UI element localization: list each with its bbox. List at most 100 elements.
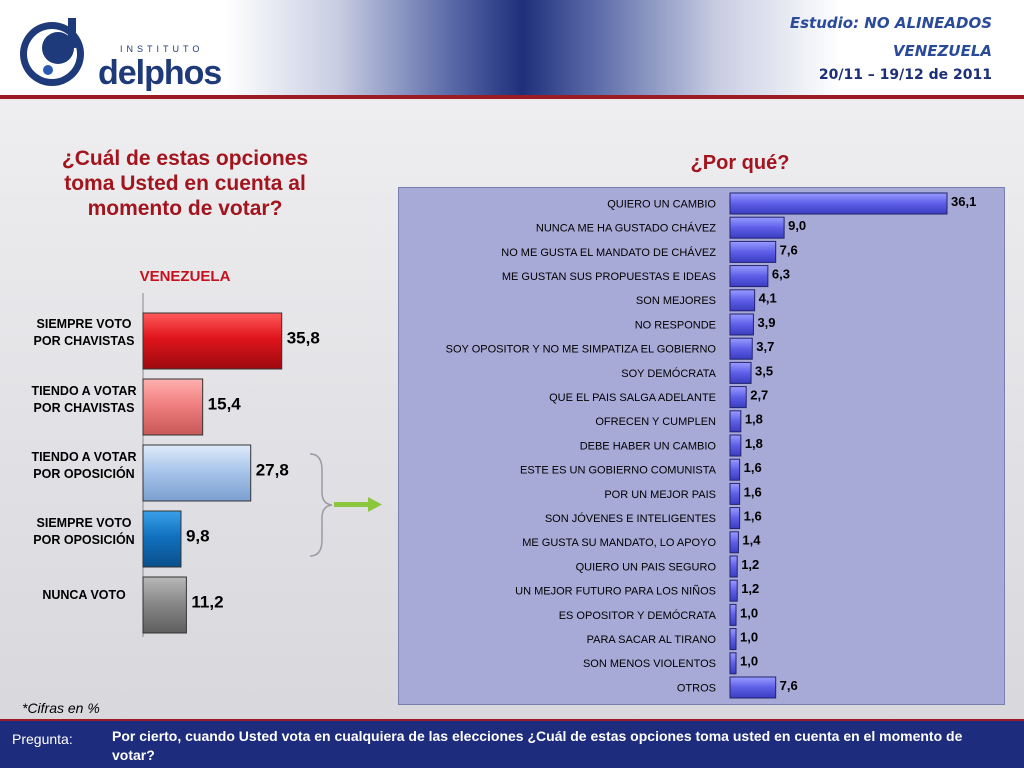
question-footer: Pregunta: Por cierto, cuando Usted vota … [0, 719, 1024, 768]
right-bar [729, 458, 741, 481]
left-category-label: TIENDO A VOTAR POR CHAVISTAS [31, 384, 137, 415]
right-category-label: QUE EL PAIS SALGA ADELANTE [549, 392, 716, 404]
left-bar [142, 444, 252, 502]
right-bar [729, 603, 737, 626]
right-bar [729, 555, 738, 578]
right-chart-panel [398, 187, 1005, 705]
right-bar [729, 507, 741, 530]
study-title: Estudio: NO ALINEADOS [789, 14, 992, 32]
right-bar-value-label: 1,2 [741, 581, 759, 596]
right-bar-value-label: 1,8 [745, 436, 763, 451]
right-bar-value-label: 36,1 [951, 194, 976, 209]
right-category-label: UN MEJOR FUTURO PARA LOS NIÑOS [515, 585, 716, 598]
right-category-label: OFRECEN Y CUMPLEN [595, 416, 716, 428]
right-bar [729, 265, 769, 288]
left-category-label: SIEMPRE VOTO POR CHAVISTAS [33, 317, 135, 348]
left-chart-subtitle: VENEZUELA [139, 268, 231, 285]
right-category-label: ME GUSTA SU MANDATO, LO APOYO [522, 537, 716, 549]
right-bar-value-label: 1,0 [740, 654, 758, 669]
right-bar-value-label: 1,4 [742, 533, 761, 548]
right-category-label: DEBE HABER UN CAMBIO [580, 440, 717, 452]
left-chart-title: ¿Cuál de estas opciones toma Usted en cu… [61, 147, 309, 220]
logo-mark-icon [20, 18, 84, 86]
question-label: Pregunta: [12, 731, 73, 747]
delphos-logo: INSTITUTO delphos [16, 14, 226, 92]
right-bar [729, 289, 756, 312]
right-bar [729, 192, 948, 215]
logo-subtitle: INSTITUTO [120, 44, 204, 54]
right-bar-value-label: 1,6 [744, 509, 762, 524]
right-bar [729, 652, 737, 675]
study-dates: 20/11 – 19/12 de 2011 [818, 67, 992, 83]
left-bar [142, 312, 283, 370]
right-bar [729, 434, 742, 457]
right-bar-value-label: 2,7 [750, 388, 768, 403]
right-chart-title: ¿Por qué? [690, 152, 790, 174]
figures-note: *Cifras en % [22, 700, 100, 716]
right-category-label: SOY OPOSITOR Y NO ME SIMPATIZA EL GOBIER… [446, 344, 717, 356]
left-bar [142, 378, 204, 436]
right-category-label: ES OPOSITOR Y DEMÓCRATA [559, 609, 717, 622]
right-bar-value-label: 3,9 [757, 315, 775, 330]
right-bar [729, 482, 741, 505]
right-bar-value-label: 3,7 [756, 339, 774, 354]
right-category-label: NUNCA ME HA GUSTADO CHÁVEZ [536, 222, 716, 235]
right-category-label: POR UN MEJOR PAIS [604, 489, 716, 501]
right-bar [729, 361, 752, 384]
right-bar-value-label: 1,0 [740, 630, 758, 645]
right-category-label: NO ME GUSTA EL MANDATO DE CHÁVEZ [501, 246, 716, 259]
right-bar [729, 676, 777, 699]
right-bar [729, 313, 754, 336]
right-bar-value-label: 1,2 [741, 557, 759, 572]
right-bar [729, 531, 739, 554]
right-category-label: SON MENOS VIOLENTOS [583, 658, 716, 670]
right-category-label: SON JÓVENES E INTELIGENTES [545, 512, 716, 525]
brace-icon [309, 453, 333, 557]
right-bar [729, 337, 753, 360]
right-category-label: OTROS [677, 682, 716, 694]
right-bar [729, 240, 777, 263]
left-bar-chart: 35,8 15,4 27,8 9,8 11,2 [142, 293, 320, 637]
left-category-label: SIEMPRE VOTO POR OPOSICIÓN [33, 516, 135, 547]
right-bar [729, 410, 742, 433]
right-category-label: SOY DEMÓCRATA [621, 367, 716, 380]
right-category-label: NO RESPONDE [635, 319, 716, 331]
right-bar-value-label: 9,0 [788, 218, 806, 233]
right-category-label: ESTE ES UN GOBIERNO COMUNISTA [520, 465, 717, 477]
right-bar-value-label: 7,6 [780, 242, 798, 257]
right-bar-value-label: 1,8 [745, 412, 763, 427]
left-bar-value-label: 27,8 [256, 460, 289, 479]
left-bar-value-label: 15,4 [208, 394, 242, 413]
right-bar [729, 386, 747, 409]
right-bar-value-label: 1,0 [740, 605, 758, 620]
arrow-right-icon [334, 497, 382, 512]
left-bar-value-label: 9,8 [186, 526, 210, 545]
header-banner [0, 0, 1024, 95]
right-category-label: SON MEJORES [636, 295, 716, 307]
logo-wordmark: delphos [98, 54, 222, 92]
right-bar [729, 216, 785, 239]
right-bar-chart: QUIERO UN CAMBIO 36,1 NUNCA ME HA GUSTADO … [446, 192, 976, 699]
right-bar-value-label: 4,1 [759, 291, 777, 306]
right-bar-value-label: 1,6 [744, 484, 762, 499]
left-bar-value-label: 35,8 [287, 328, 320, 347]
right-category-label: ME GUSTAN SUS PROPUESTAS E IDEAS [502, 271, 716, 283]
right-category-label: PARA SACAR AL TIRANO [587, 634, 717, 646]
right-bar-value-label: 7,6 [780, 678, 798, 693]
left-bar [142, 576, 187, 634]
right-bar [729, 628, 737, 651]
header-divider [0, 95, 1024, 99]
left-category-label: NUNCA VOTO [42, 588, 126, 602]
question-text: Por cierto, cuando Usted vota en cualqui… [112, 728, 963, 763]
left-bar [142, 510, 182, 568]
right-bar-value-label: 1,6 [744, 460, 762, 475]
right-category-label: QUIERO UN PAIS SEGURO [576, 561, 717, 573]
left-bar-value-label: 11,2 [191, 592, 223, 611]
right-bar-value-label: 6,3 [772, 267, 790, 282]
right-bar-value-label: 3,5 [755, 363, 773, 378]
study-country: VENEZUELA [892, 42, 992, 60]
left-category-label: TIENDO A VOTAR POR OPOSICIÓN [31, 450, 137, 481]
right-category-label: QUIERO UN CAMBIO [607, 198, 716, 210]
right-bar [729, 579, 738, 602]
